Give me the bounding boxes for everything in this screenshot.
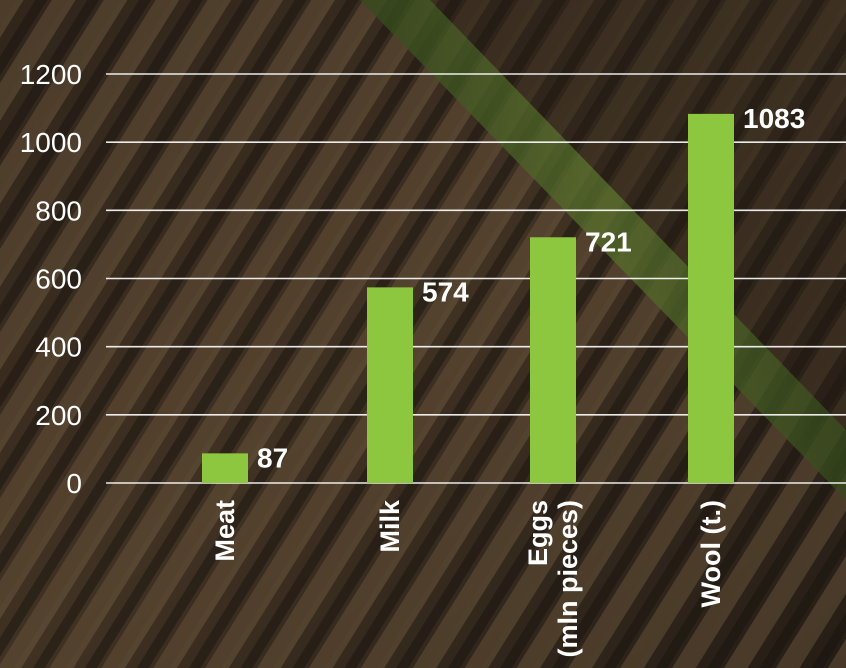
data-label: 1083 — [743, 103, 805, 134]
bar-wool (t.) — [688, 113, 734, 483]
y-tick-label: 200 — [35, 400, 82, 431]
bar-milk — [367, 287, 413, 483]
data-labels: 87 574 721 1083 — [257, 103, 805, 473]
bar-eggs — [530, 237, 576, 483]
data-label: 574 — [422, 276, 469, 307]
category-label: Eggs — [523, 500, 553, 566]
y-tick-label: 1200 — [20, 59, 82, 90]
category-label: Wool (t.) — [696, 500, 726, 607]
category-labels: Meat Milk Eggs (mln pieces) Wool (t.) — [210, 499, 726, 658]
data-label: 721 — [585, 226, 632, 257]
y-tick-label: 0 — [66, 468, 82, 499]
y-tick-label: 800 — [35, 195, 82, 226]
y-axis-tick-labels: 0 200 400 600 800 1000 1200 — [20, 59, 82, 499]
category-label: Meat — [210, 500, 240, 562]
y-tick-label: 600 — [35, 264, 82, 295]
bars — [202, 113, 734, 483]
category-label: (mln pieces) — [553, 500, 583, 658]
data-label: 87 — [257, 442, 288, 473]
category-label: Milk — [375, 499, 405, 552]
y-tick-label: 400 — [35, 332, 82, 363]
y-tick-label: 1000 — [20, 127, 82, 158]
bar-meat — [202, 453, 248, 483]
